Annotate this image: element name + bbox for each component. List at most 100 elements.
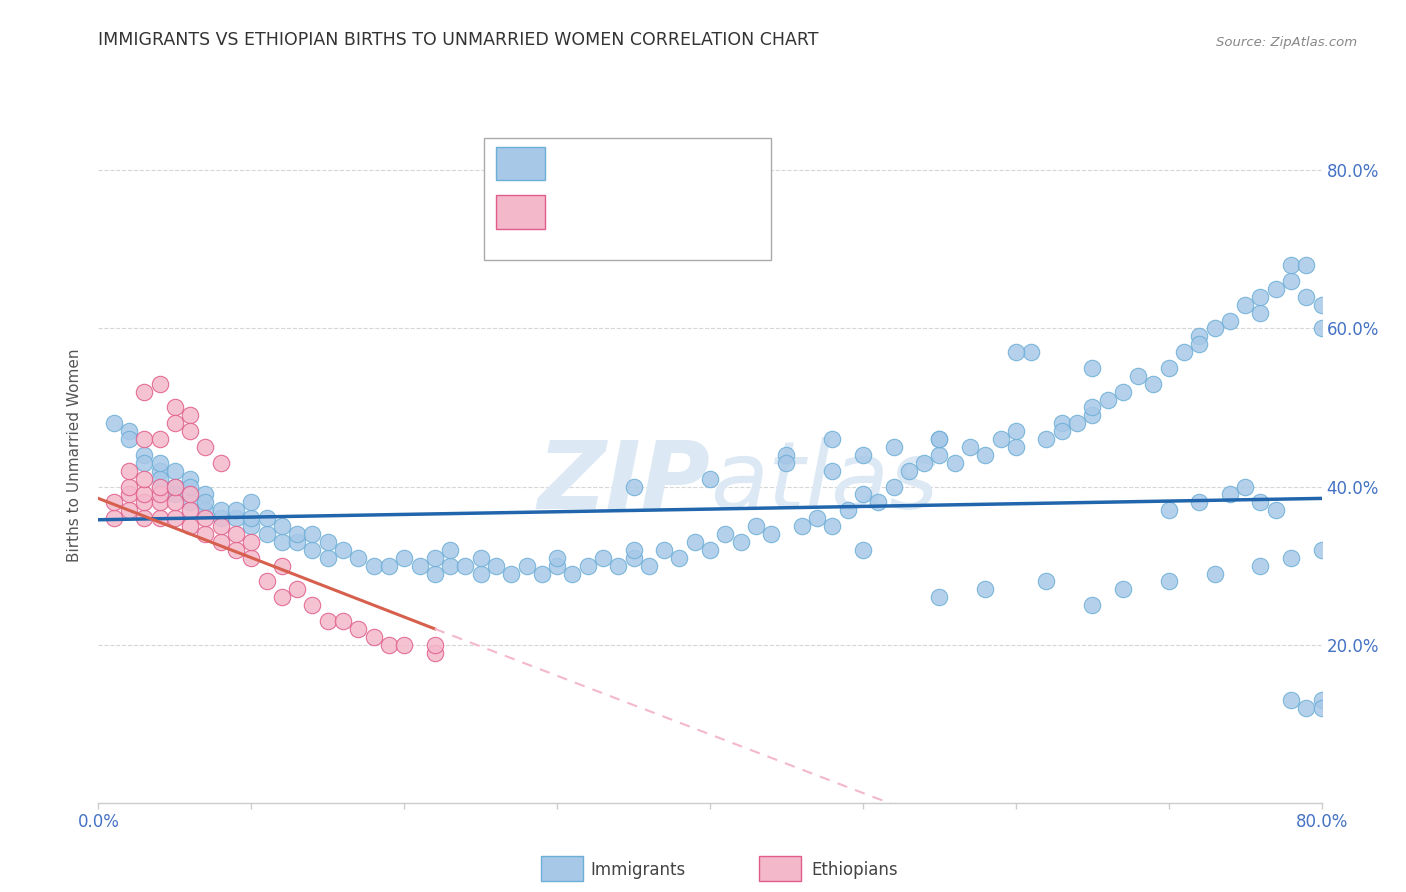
Point — [378, 638, 401, 652]
Point — [423, 638, 446, 652]
Point — [194, 495, 217, 509]
Point — [1081, 409, 1104, 423]
Point — [103, 495, 125, 509]
Point — [1264, 282, 1286, 296]
Point — [790, 519, 813, 533]
Point — [256, 574, 278, 589]
Point — [194, 440, 217, 454]
Point — [1249, 558, 1271, 573]
Point — [179, 472, 201, 486]
Point — [1019, 345, 1042, 359]
Point — [683, 534, 706, 549]
Point — [928, 448, 950, 462]
Point — [118, 424, 141, 438]
Point — [149, 464, 172, 478]
Point — [285, 534, 308, 549]
Point — [179, 409, 201, 423]
Point — [225, 503, 247, 517]
Point — [225, 527, 247, 541]
Point — [1249, 305, 1271, 319]
Point — [1004, 440, 1026, 454]
Point — [1081, 360, 1104, 375]
Point — [179, 479, 201, 493]
Point — [194, 487, 217, 501]
Point — [1142, 376, 1164, 391]
Point — [134, 511, 156, 525]
Point — [439, 558, 461, 573]
Point — [347, 622, 370, 636]
Point — [118, 479, 141, 493]
Point — [209, 456, 232, 470]
Point — [225, 542, 247, 557]
Point — [423, 550, 446, 565]
Point — [209, 511, 232, 525]
Point — [470, 566, 492, 581]
Point — [301, 527, 323, 541]
Point — [118, 503, 141, 517]
Point — [256, 527, 278, 541]
Point — [179, 424, 201, 438]
Point — [1188, 495, 1211, 509]
Point — [316, 614, 339, 628]
Point — [1310, 693, 1333, 707]
Point — [149, 456, 172, 470]
Text: 143: 143 — [704, 155, 741, 173]
Point — [1219, 313, 1241, 327]
Point — [759, 527, 782, 541]
Text: R =: R = — [557, 155, 591, 173]
Point — [1264, 503, 1286, 517]
Point — [852, 542, 875, 557]
Point — [163, 511, 186, 525]
Point — [530, 566, 553, 581]
Point — [928, 591, 950, 605]
Point — [775, 456, 797, 470]
Point — [347, 550, 370, 565]
Point — [209, 519, 232, 533]
Point — [943, 456, 966, 470]
Point — [118, 432, 141, 446]
FancyBboxPatch shape — [496, 146, 546, 180]
Point — [378, 558, 401, 573]
Point — [392, 550, 416, 565]
Text: N =: N = — [661, 155, 696, 173]
Point — [883, 479, 905, 493]
Point — [118, 464, 141, 478]
Point — [194, 527, 217, 541]
Point — [256, 511, 278, 525]
Text: R =: R = — [557, 203, 591, 222]
Text: N =: N = — [668, 203, 702, 222]
Point — [730, 534, 752, 549]
Point — [607, 558, 630, 573]
Point — [454, 558, 477, 573]
Point — [270, 534, 292, 549]
Point — [149, 376, 172, 391]
Point — [546, 550, 568, 565]
Point — [163, 464, 186, 478]
Point — [134, 456, 156, 470]
Point — [163, 417, 186, 431]
Point — [332, 614, 354, 628]
Point — [990, 432, 1012, 446]
Point — [1097, 392, 1119, 407]
Point — [163, 495, 186, 509]
Text: Ethiopians: Ethiopians — [811, 861, 898, 879]
Point — [209, 503, 232, 517]
Point — [928, 432, 950, 446]
Point — [912, 456, 935, 470]
Point — [699, 472, 721, 486]
Point — [623, 479, 645, 493]
Point — [821, 519, 844, 533]
Point — [301, 598, 323, 612]
Point — [897, 464, 920, 478]
Point — [103, 511, 125, 525]
Point — [1310, 542, 1333, 557]
Point — [1157, 503, 1180, 517]
Point — [714, 527, 737, 541]
Point — [134, 495, 156, 509]
Point — [806, 511, 828, 525]
Text: Source: ZipAtlas.com: Source: ZipAtlas.com — [1216, 36, 1357, 49]
Point — [592, 550, 614, 565]
Point — [408, 558, 430, 573]
Point — [837, 503, 859, 517]
Point — [470, 550, 492, 565]
